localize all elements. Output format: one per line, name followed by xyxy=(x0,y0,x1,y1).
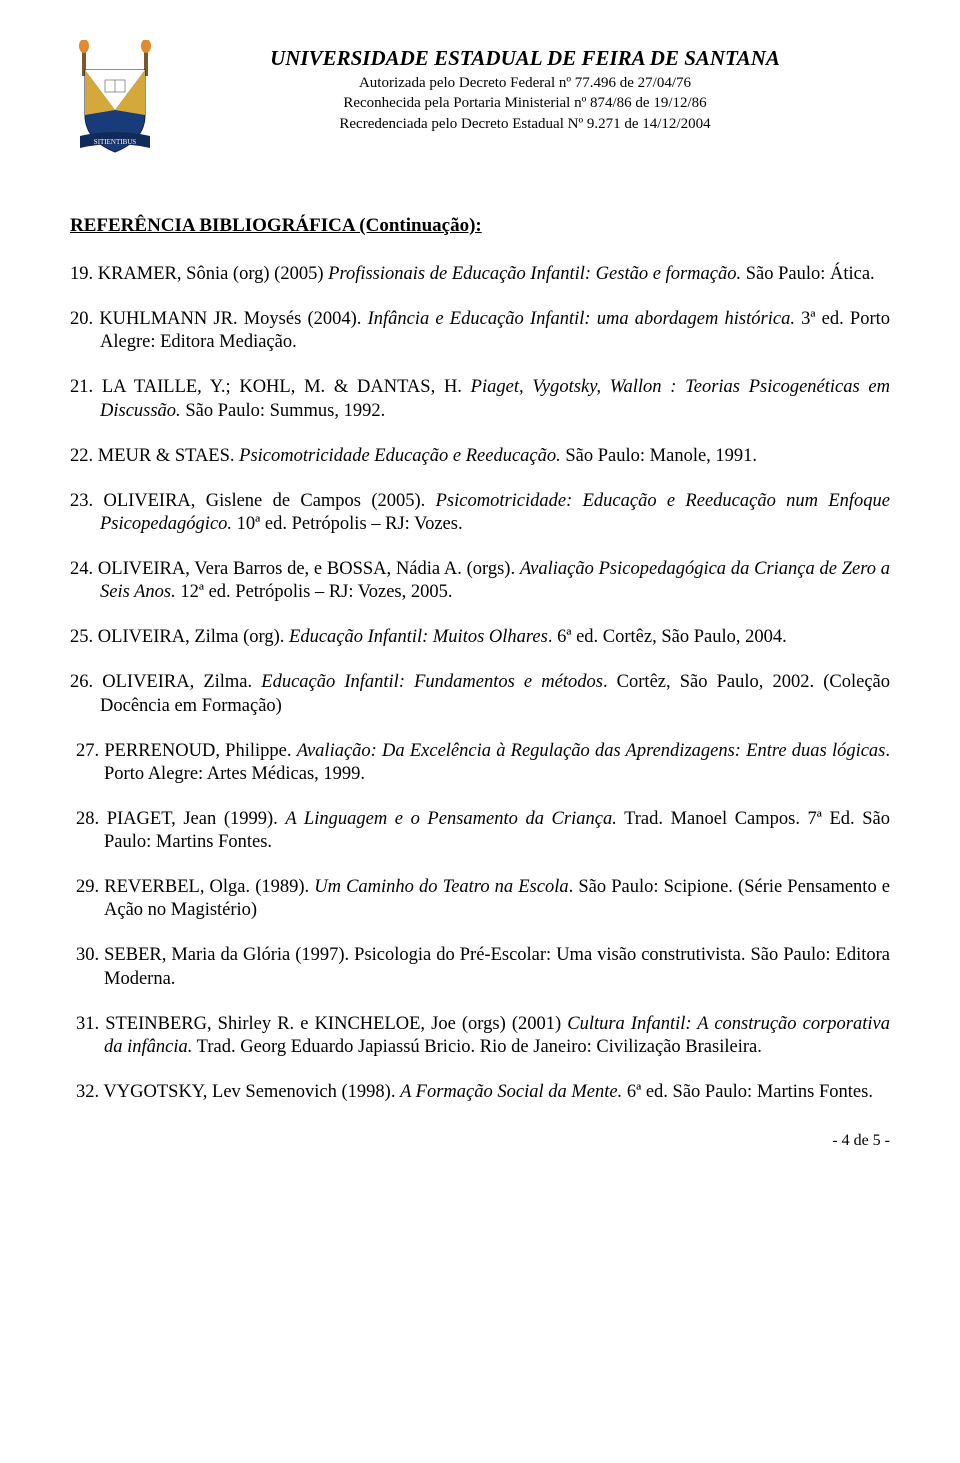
header-line-3: Recredenciada pelo Decreto Estadual Nº 9… xyxy=(160,114,890,134)
reference-title: Educação Infantil: Muitos Olhares xyxy=(289,627,548,647)
reference-item: 22. MEUR & STAES. Psicomotricidade Educa… xyxy=(70,445,890,468)
reference-text: KUHLMANN JR. Moysés (2004). xyxy=(99,309,367,329)
references-list: 19. KRAMER, Sônia (org) (2005) Profissio… xyxy=(70,263,890,1104)
reference-item: 23. OLIVEIRA, Gislene de Campos (2005). … xyxy=(70,490,890,536)
university-name: UNIVERSIDADE ESTADUAL DE FEIRA DE SANTAN… xyxy=(160,46,890,71)
document-header: SITIENTIBUS UNIVERSIDADE ESTADUAL DE FEI… xyxy=(70,40,890,165)
reference-number: 31. xyxy=(76,1014,105,1034)
reference-text: Trad. Georg Eduardo Japiassú Bricio. Rio… xyxy=(192,1037,761,1057)
reference-number: 22. xyxy=(70,446,98,466)
reference-title: Avaliação: Da Excelência à Regulação das… xyxy=(297,741,886,761)
reference-item: 29. REVERBEL, Olga. (1989). Um Caminho d… xyxy=(70,876,890,922)
reference-item: 19. KRAMER, Sônia (org) (2005) Profissio… xyxy=(70,263,890,286)
reference-title: A Linguagem e o Pensamento da Criança. xyxy=(285,809,616,829)
reference-text: São Paulo: Ática. xyxy=(741,264,875,284)
reference-number: 25. xyxy=(70,627,98,647)
reference-text: PERRENOUD, Philippe. xyxy=(104,741,296,761)
reference-item: 20. KUHLMANN JR. Moysés (2004). Infância… xyxy=(70,308,890,354)
reference-text: LA TAILLE, Y.; KOHL, M. & DANTAS, H. xyxy=(102,377,471,397)
reference-item: 32. VYGOTSKY, Lev Semenovich (1998). A F… xyxy=(70,1081,890,1104)
reference-text: OLIVEIRA, Vera Barros de, e BOSSA, Nádia… xyxy=(98,559,520,579)
reference-number: 26. xyxy=(70,672,102,692)
section-title: REFERÊNCIA BIBLIOGRÁFICA (Continuação): xyxy=(70,215,890,237)
reference-item: 26. OLIVEIRA, Zilma. Educação Infantil: … xyxy=(70,671,890,717)
reference-text: OLIVEIRA, Zilma. xyxy=(102,672,261,692)
reference-text: MEUR & STAES. xyxy=(98,446,239,466)
reference-item: 31. STEINBERG, Shirley R. e KINCHELOE, J… xyxy=(70,1013,890,1059)
reference-text: SEBER, Maria da Glória (1997). Psicologi… xyxy=(104,945,890,988)
reference-text: . 6ª ed. Cortêz, São Paulo, 2004. xyxy=(548,627,787,647)
reference-text: KRAMER, Sônia (org) (2005) xyxy=(98,264,328,284)
university-logo: SITIENTIBUS xyxy=(70,40,160,165)
reference-text: São Paulo: Manole, 1991. xyxy=(561,446,757,466)
reference-text: OLIVEIRA, Zilma (org). xyxy=(98,627,289,647)
reference-title: Psicomotricidade Educação e Reeducação. xyxy=(239,446,561,466)
reference-title: A Formação Social da Mente. xyxy=(400,1082,622,1102)
reference-title: Profissionais de Educação Infantil: Gest… xyxy=(328,264,741,284)
reference-title: Um Caminho do Teatro na Escola xyxy=(314,877,568,897)
reference-title: Educação Infantil: Fundamentos e métodos xyxy=(261,672,603,692)
reference-number: 20. xyxy=(70,309,99,329)
reference-text: PIAGET, Jean (1999). xyxy=(107,809,286,829)
reference-item: 28. PIAGET, Jean (1999). A Linguagem e o… xyxy=(70,808,890,854)
reference-number: 27. xyxy=(76,741,104,761)
reference-number: 23. xyxy=(70,491,103,511)
reference-text: 12ª ed. Petrópolis – RJ: Vozes, 2005. xyxy=(176,582,453,602)
reference-number: 30. xyxy=(76,945,104,965)
reference-title: Infância e Educação Infantil: uma aborda… xyxy=(368,309,795,329)
reference-text: 10ª ed. Petrópolis – RJ: Vozes. xyxy=(232,514,463,534)
reference-number: 29. xyxy=(76,877,104,897)
header-text-block: UNIVERSIDADE ESTADUAL DE FEIRA DE SANTAN… xyxy=(160,40,890,134)
reference-item: 27. PERRENOUD, Philippe. Avaliação: Da E… xyxy=(70,740,890,786)
reference-item: 30. SEBER, Maria da Glória (1997). Psico… xyxy=(70,944,890,990)
reference-number: 24. xyxy=(70,559,98,579)
reference-number: 28. xyxy=(76,809,107,829)
reference-text: REVERBEL, Olga. (1989). xyxy=(104,877,314,897)
header-line-2: Reconhecida pela Portaria Ministerial nº… xyxy=(160,93,890,113)
reference-text: OLIVEIRA, Gislene de Campos (2005). xyxy=(103,491,435,511)
reference-text: 6ª ed. São Paulo: Martins Fontes. xyxy=(622,1082,873,1102)
reference-number: 32. xyxy=(76,1082,103,1102)
reference-item: 24. OLIVEIRA, Vera Barros de, e BOSSA, N… xyxy=(70,558,890,604)
reference-item: 25. OLIVEIRA, Zilma (org). Educação Infa… xyxy=(70,626,890,649)
header-line-1: Autorizada pelo Decreto Federal nº 77.49… xyxy=(160,73,890,93)
page-number: - 4 de 5 - xyxy=(70,1132,890,1150)
reference-text: São Paulo: Summus, 1992. xyxy=(181,401,386,421)
reference-item: 21. LA TAILLE, Y.; KOHL, M. & DANTAS, H.… xyxy=(70,376,890,422)
svg-text:SITIENTIBUS: SITIENTIBUS xyxy=(94,138,136,146)
reference-text: STEINBERG, Shirley R. e KINCHELOE, Joe (… xyxy=(105,1014,567,1034)
reference-number: 21. xyxy=(70,377,102,397)
shield-icon: SITIENTIBUS xyxy=(70,40,160,160)
reference-number: 19. xyxy=(70,264,98,284)
reference-text: VYGOTSKY, Lev Semenovich (1998). xyxy=(103,1082,400,1102)
